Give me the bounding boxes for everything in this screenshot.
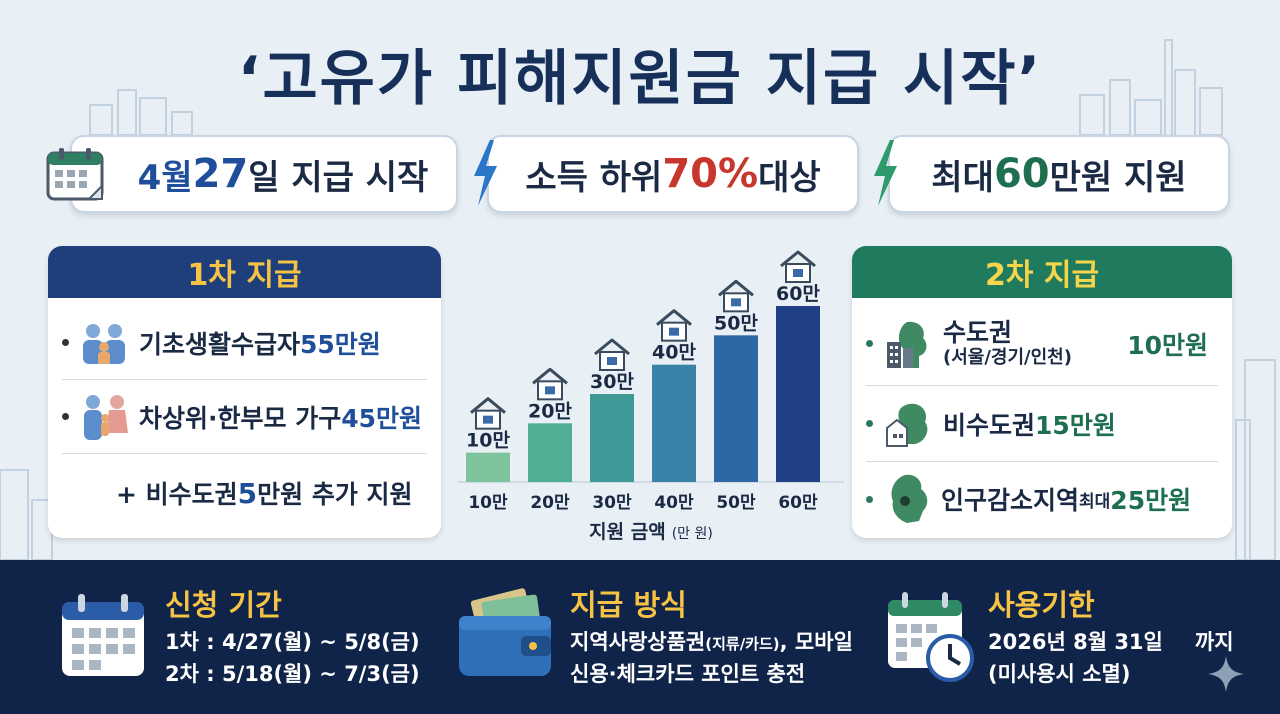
x-axis-title: 지원 금액 [589,521,666,543]
list-item: 인구감소지역 최대 25만원 [866,462,1218,536]
item-label: 비수도권 [943,410,1036,440]
x-tick-label: 60만 [778,493,818,513]
highlight-date-num: 27 [192,151,249,197]
calendar-icon [62,594,144,676]
payment-method-mobile: , 모바일 [779,630,853,654]
expiry-date-value: 2026년 8월 31일 [988,630,1163,654]
bullet [866,340,873,347]
extra-amount: 5 [237,476,258,510]
info-bar: 신청 기간 1차 : 4/27(월) ~ 5/8(금) 2차 : 5/18(월)… [0,560,1280,714]
second-payment-panel: 2차 지급 수도권 (서울/경기/인천) 10만원 비수도권 15만원 인구감소… [852,246,1232,538]
x-tick-label: 20만 [530,493,570,513]
house-icon [718,279,754,313]
list-item: 기초생활수급자 55만원 [62,306,427,380]
x-tick-label: 50만 [716,493,756,513]
item-amount: 55만원 [300,329,381,359]
payment-method-line2: 신용·체크카드 포인트 충전 [570,662,806,686]
x-tick-label: 30만 [592,493,632,513]
highlight-max: 최대 60 만원 지원 [888,135,1230,213]
highlight-max-num: 60 [993,151,1050,197]
payment-method-voucher-type: (지류/카드) [705,635,780,653]
highlight-target-prefix: 소득 하위 [525,157,663,198]
extra-prefix: + 비수도권 [116,480,238,509]
house-icon [656,309,692,342]
payment-method-title: 지급 방식 [570,588,687,622]
lightning-icon [474,140,497,206]
item-label: 기초생활수급자 [139,329,301,359]
chart-data-label: 10만 [466,430,510,452]
second-payment-header: 2차 지급 [852,246,1232,298]
house-icon [780,250,816,283]
payment-method-line1: 지역사랑상품권(지류/카드), 모바일 [570,626,853,656]
korea-map-icon [891,474,928,523]
highlight-date: 4월 27 일 지급 시작 [70,135,458,213]
chart-bar [652,364,696,482]
chart-data-label: 60만 [776,283,820,305]
first-payment-header: 1차 지급 [48,246,441,298]
chart-bar [528,423,572,482]
highlight-max-suffix: 만원 지원 [1049,157,1187,198]
list-item: 수도권 (서울/경기/인천) 10만원 [866,302,1218,386]
list-item: 비수도권 15만원 [866,386,1218,462]
chart-bar [466,452,510,482]
house-icon [470,397,506,430]
x-axis-label: 지원 금액 (만 원) [589,521,713,543]
extra-support: + 비수도권 5 만원 추가 지원 [62,456,427,530]
sparkle-icon [1208,656,1244,692]
item-amount: 25만원 [1110,486,1192,515]
item-qualifier: 최대 [1079,491,1111,512]
wallet-icon [459,588,551,676]
chart-bar [776,306,820,482]
item-label: 인구감소지역 [941,486,1080,515]
calendar-icon [46,148,104,201]
item-amount: 45만원 [341,403,422,433]
expiry-date: 2026년 8월 31일 까지 [988,626,1234,656]
lightning-icon [874,140,897,206]
expiry-title: 사용기한 [988,588,1095,622]
item-label: 차상위·한부모 가구 [139,403,342,433]
payment-method-voucher: 지역사랑상품권 [570,630,706,654]
highlight-date-prefix: 4월 [137,157,193,198]
item-label: 수도권 [943,317,1013,347]
expiry-until: 까지 [1194,630,1234,654]
bullet [62,339,69,346]
item-amount: 10만원 [1127,330,1208,360]
capital-region-icon [887,321,927,368]
extra-suffix: 만원 추가 지원 [257,480,413,509]
first-payment-panel: 1차 지급 기초생활수급자 55만원 차상위·한부모 가구 45만원 + 비수도… [48,246,441,538]
non-capital-region-icon [886,403,928,447]
apply-period-first: 1차 : 4/27(월) ~ 5/8(금) [165,630,420,654]
house-icon [532,367,568,401]
chart-data-label: 20만 [528,400,572,422]
single-parent-icon [84,394,128,440]
apply-period-title: 신청 기간 [165,588,282,622]
chart-data-label: 40만 [652,342,696,364]
chart-data-label: 30만 [590,371,634,393]
x-tick-label: 40만 [654,493,694,513]
highlight-max-prefix: 최대 [931,157,994,198]
highlight-target: 소득 하위 70% 대상 [487,135,859,213]
x-tick-label: 10만 [468,493,508,513]
x-axis-unit: (만 원) [672,526,713,542]
bullet [866,495,873,503]
family-icon [83,323,125,364]
highlight-date-suffix: 일 지급 시작 [248,157,429,198]
item-amount: 15만원 [1035,410,1116,440]
item-sublabel: (서울/경기/인천) [943,346,1072,368]
chart-data-label: 50만 [714,312,758,334]
chart-bar [714,335,758,482]
bullet [62,413,69,420]
support-amount-chart: 지원 금액 (만 원) 10만 10만 20만 20만 30만 30만 40만 40만 50만 50… [458,250,844,543]
chart-bar [590,394,634,482]
page-title: ‘고유가 피해지원금 지급 시작’ [237,44,1043,114]
expiry-note: (미사용시 소멸) [988,662,1131,686]
bullet [866,420,873,427]
calendar-clock-icon [888,592,974,682]
highlight-target-num: 70% [662,151,759,197]
list-item: 차상위·한부모 가구 45만원 [62,380,427,454]
highlight-target-suffix: 대상 [758,157,821,198]
house-icon [594,338,630,371]
apply-period-second: 2차 : 5/18(월) ~ 7/3(금) [165,662,420,686]
